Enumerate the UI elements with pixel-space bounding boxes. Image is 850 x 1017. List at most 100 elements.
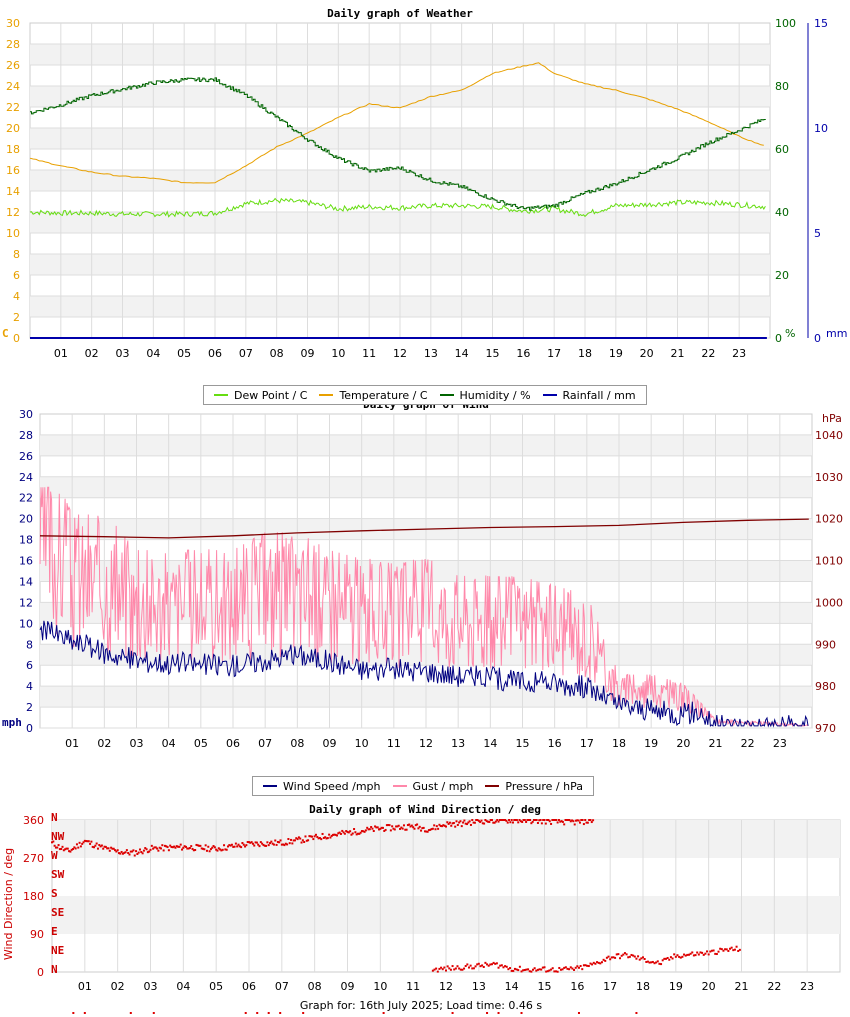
direction-point [253,844,256,847]
weather-x-tick-label: 18 [578,347,592,360]
direction-point [637,955,640,958]
calm-marker [451,1012,454,1014]
direction-point [706,950,709,953]
legend-item-gust: Gust / mph [392,780,473,793]
direction-point [676,954,679,957]
direction-point [701,951,704,954]
direction-point [228,844,231,847]
direction-point [279,839,282,842]
direction-point [498,819,501,821]
direction-point [362,830,365,833]
direction-point [404,828,407,831]
direction-point [381,826,384,829]
direction-point [249,841,252,844]
direction-point [370,826,373,829]
direction-point [108,849,111,852]
wind-y-tick-left: 0 [26,722,33,735]
direction-point [484,961,487,964]
direction-x-tick-label: 19 [669,980,683,993]
direction-point [529,819,532,821]
direction-point [535,969,538,972]
direction-point [422,826,425,829]
direction-point [72,848,75,851]
direction-point [645,960,648,963]
direction-point [446,821,449,824]
direction-point [69,850,72,853]
calm-marker [302,1012,305,1014]
direction-point [472,821,475,824]
calm-marker [72,1012,75,1014]
direction-point [459,820,462,823]
series-dew-point [29,197,766,218]
direction-point [490,819,493,821]
direction-point [107,847,110,850]
weather-chart-title: Daily graph of Weather [327,7,473,20]
direction-point [229,844,232,847]
direction-point [575,819,578,822]
direction-point [87,840,90,843]
direction-point [536,968,539,971]
direction-point [220,849,223,852]
weather-y-tick-left: 22 [6,101,20,114]
direction-x-tick-label: 05 [209,980,223,993]
direction-point [571,967,574,970]
direction-point [484,819,487,821]
direction-point [255,841,258,844]
direction-point [655,961,658,964]
direction-point [208,850,211,853]
direction-point [120,850,123,853]
direction-point [406,824,409,827]
direction-point [539,819,542,821]
wind-y-tick-pressure: 1040 [815,429,843,442]
direction-point [266,841,269,844]
direction-point [427,829,430,832]
direction-point [653,962,656,965]
direction-point [487,820,490,823]
weather-x-tick-label: 07 [239,347,253,360]
direction-point [334,833,337,836]
direction-point [278,841,281,844]
weather-y-tick-left: 6 [13,269,20,282]
direction-point [330,834,333,837]
direction-point [303,841,306,844]
wind-x-tick-label: 16 [548,737,562,750]
direction-point [596,961,599,964]
direction-point [91,845,94,848]
direction-point [413,827,416,830]
direction-point [666,956,669,959]
direction-point [207,845,210,848]
direction-point [287,838,290,841]
direction-point [202,847,205,850]
direction-point [85,840,88,843]
wind-y-tick-pressure: 970 [815,722,836,735]
direction-point [658,962,661,965]
direction-point [550,822,553,825]
direction-point [82,841,85,844]
compass-label: S [51,887,58,900]
direction-point [467,966,470,969]
direction-point [518,965,521,968]
direction-point [633,955,636,958]
direction-point [355,833,358,836]
direction-point [246,841,249,844]
wind-x-tick-label: 15 [516,737,530,750]
calm-marker [129,1012,132,1014]
direction-point [538,819,541,822]
direction-point [561,820,564,823]
weather-legend: Dew Point / C Temperature / C Humidity /… [203,385,647,405]
wind-x-tick-label: 11 [387,737,401,750]
direction-point [494,962,497,965]
direction-point [681,955,684,958]
weather-x-tick-label: 20 [640,347,654,360]
direction-point [244,845,247,848]
direction-point [258,845,261,848]
calm-marker [520,1012,523,1014]
wind-y-tick-pressure: 1000 [815,596,843,609]
compass-label: N [51,811,58,824]
direction-point [612,956,615,959]
legend-item-temperature: Temperature / C [319,389,428,402]
direction-point [262,843,265,846]
direction-point [481,822,484,825]
direction-point [391,825,394,828]
direction-point [557,819,560,821]
